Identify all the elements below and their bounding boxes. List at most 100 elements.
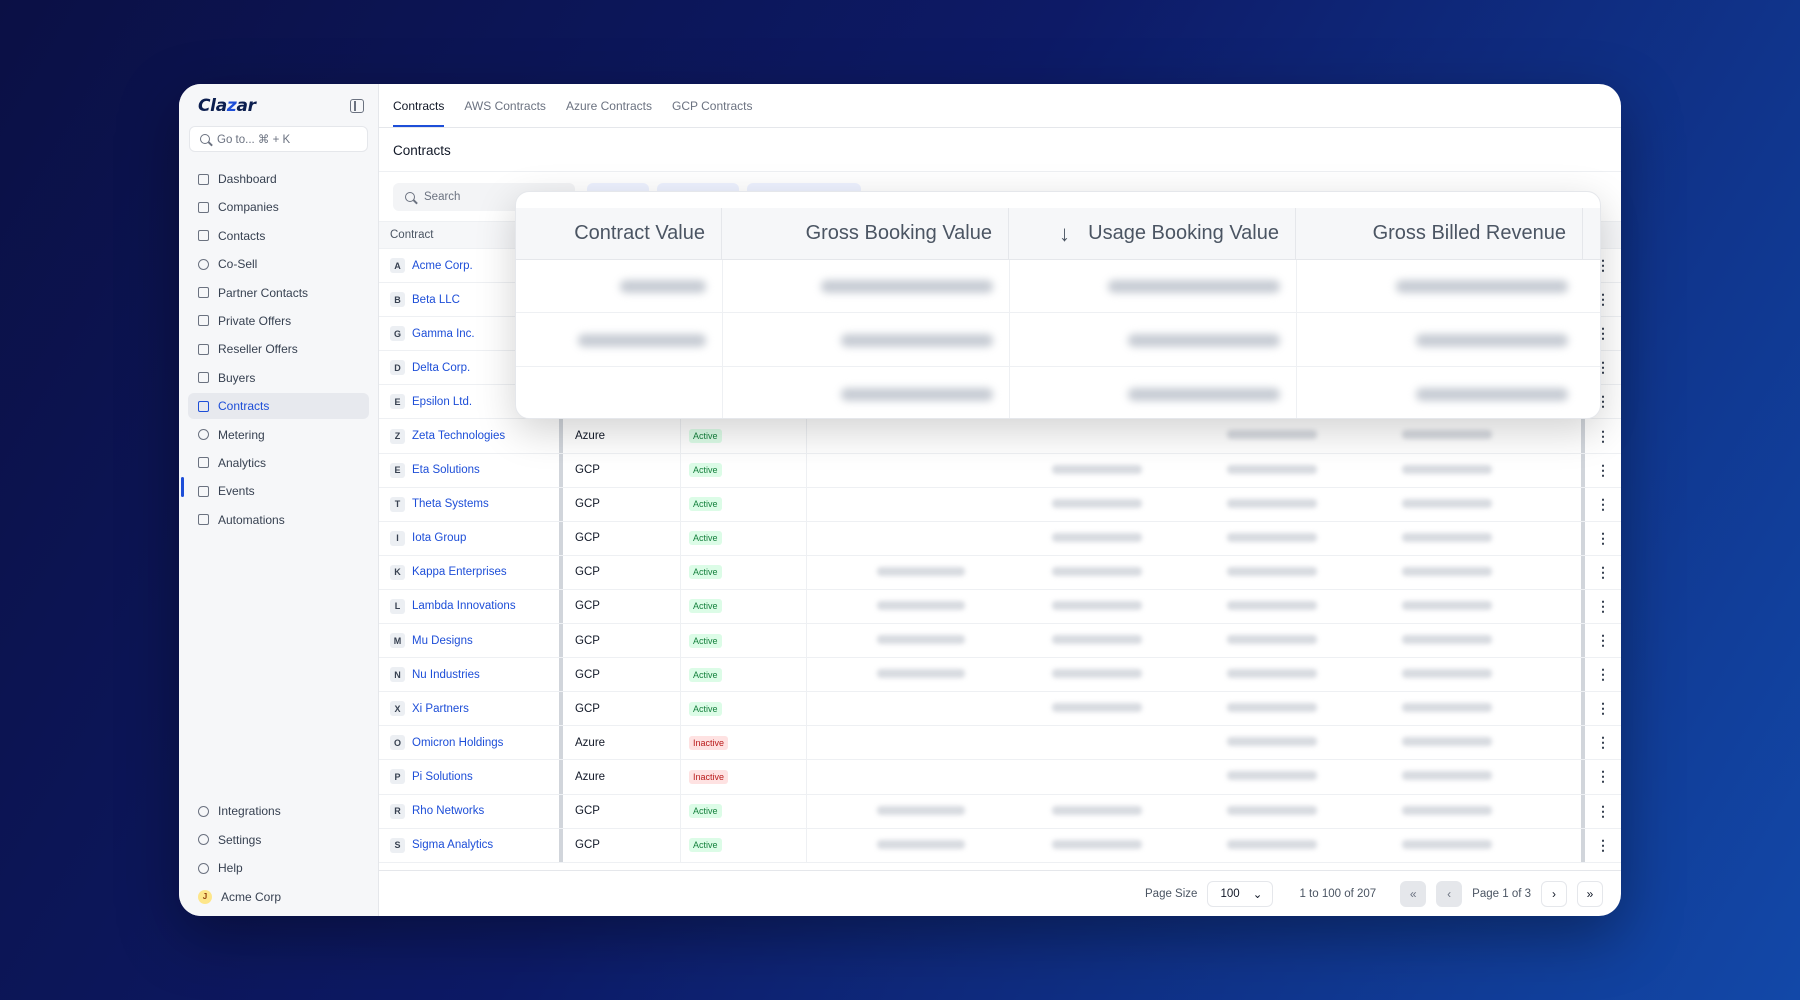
contract-link[interactable]: Delta Corp. — [412, 361, 471, 374]
company-initial: T — [390, 496, 405, 512]
sidebar-item-label: Help — [218, 861, 243, 876]
sidebar-bottom-nav: Integrations Settings Help — [179, 798, 378, 881]
column-header-contract[interactable]: Contract — [390, 229, 434, 241]
row-menu-button[interactable]: ⋮ — [1581, 828, 1621, 862]
contract-link[interactable]: Xi Partners — [412, 702, 469, 715]
tab-azure-contracts[interactable]: Azure Contracts — [565, 99, 652, 113]
first-page-button[interactable]: « — [1400, 880, 1427, 907]
last-page-button[interactable]: » — [1577, 880, 1603, 907]
contract-link[interactable]: Zeta Technologies — [412, 430, 506, 443]
more-vertical-icon: ⋮ — [1596, 427, 1610, 444]
status-cell: Active — [681, 794, 807, 828]
sidebar-item-help[interactable]: Help — [188, 855, 369, 881]
sidebar-item-private-offers[interactable]: Private Offers — [188, 308, 369, 334]
table-row[interactable]: R Rho Networks GCP Active ⋮ — [379, 794, 1621, 829]
table-row[interactable]: K Kappa Enterprises GCP Active ⋮ — [379, 555, 1621, 590]
table-row[interactable]: N Nu Industries GCP Active ⋮ — [379, 658, 1621, 693]
contract-link[interactable]: Iota Group — [412, 532, 467, 545]
double-chevron-left-icon: « — [1409, 886, 1417, 901]
contract-link[interactable]: Nu Industries — [412, 668, 480, 681]
logo[interactable]: Clazar — [198, 96, 256, 116]
contract-link[interactable]: Acme Corp. — [412, 259, 473, 272]
table-row[interactable]: E Eta Solutions GCP Active ⋮ — [379, 453, 1621, 488]
row-menu-button[interactable]: ⋮ — [1581, 692, 1621, 726]
row-menu-button[interactable]: ⋮ — [1581, 760, 1621, 794]
tab-gcp-contracts[interactable]: GCP Contracts — [671, 99, 753, 113]
contract-link[interactable]: Beta LLC — [412, 293, 460, 306]
sidebar-item-label: Contracts — [218, 399, 270, 414]
page-size-select[interactable]: 100 ⌄ — [1207, 880, 1274, 907]
row-menu-button[interactable]: ⋮ — [1581, 658, 1621, 692]
table-row[interactable]: Z Zeta Technologies Azure Active ⋮ — [379, 419, 1621, 454]
sidebar-item-contracts[interactable]: Contracts — [188, 393, 369, 420]
table-row[interactable]: X Xi Partners GCP Active ⋮ — [379, 692, 1621, 727]
sidebar-item-analytics[interactable]: Analytics — [188, 450, 369, 476]
tab-contracts[interactable]: Contracts — [393, 99, 445, 127]
sidebar-item-companies[interactable]: Companies — [188, 194, 369, 220]
row-menu-button[interactable]: ⋮ — [1581, 453, 1621, 487]
table-row[interactable]: M Mu Designs GCP Active ⋮ — [379, 624, 1621, 659]
status-badge: Active — [689, 599, 722, 614]
more-vertical-icon: ⋮ — [1596, 597, 1610, 614]
row-menu-button[interactable]: ⋮ — [1581, 589, 1621, 624]
sidebar-item-dashboard[interactable]: Dashboard — [188, 166, 369, 192]
sidebar-item-integrations[interactable]: Integrations — [188, 798, 369, 824]
contract-link[interactable]: Sigma Analytics — [412, 839, 494, 852]
row-menu-button[interactable]: ⋮ — [1581, 555, 1621, 589]
contract-link[interactable]: Epsilon Ltd. — [412, 395, 473, 408]
table-row[interactable]: P Pi Solutions Azure Inactive ⋮ — [379, 760, 1621, 795]
table-row[interactable]: L Lambda Innovations GCP Active ⋮ — [379, 589, 1621, 625]
contract-link[interactable]: Theta Systems — [412, 498, 489, 511]
more-vertical-icon: ⋮ — [1596, 768, 1610, 785]
account-switcher[interactable]: J Acme Corp — [188, 884, 369, 910]
contract-link[interactable]: Gamma Inc. — [412, 327, 475, 340]
row-menu-button[interactable]: ⋮ — [1581, 794, 1621, 828]
more-vertical-icon: ⋮ — [1596, 529, 1610, 546]
collapse-sidebar-icon[interactable] — [350, 99, 364, 113]
contract-link[interactable]: Mu Designs — [412, 634, 473, 647]
sidebar-item-events[interactable]: Events — [188, 478, 369, 504]
sidebar-item-settings[interactable]: Settings — [188, 827, 369, 853]
sidebar-item-metering[interactable]: Metering — [188, 422, 369, 448]
contract-link[interactable]: Eta Solutions — [412, 464, 480, 477]
goto-search-input[interactable]: Go to... ⌘ + K — [189, 126, 368, 152]
column-header-gross-booking-value[interactable]: Gross Booking Value — [722, 208, 1009, 259]
plug-icon — [198, 805, 209, 817]
sidebar-item-partner-contacts[interactable]: Partner Contacts — [188, 280, 369, 306]
column-header-contract-value[interactable]: Contract Value — [516, 208, 722, 259]
table-row[interactable]: T Theta Systems GCP Active ⋮ — [379, 487, 1621, 522]
sidebar-item-contacts[interactable]: Contacts — [188, 223, 369, 249]
chart-icon — [198, 457, 209, 469]
table-row[interactable]: I Iota Group GCP Active ⋮ — [379, 521, 1621, 556]
contract-link[interactable]: Kappa Enterprises — [412, 566, 507, 579]
contract-link[interactable]: Pi Solutions — [412, 770, 473, 783]
tab-aws-contracts[interactable]: AWS Contracts — [464, 99, 546, 113]
contract-link[interactable]: Omicron Holdings — [412, 736, 504, 749]
row-menu-button[interactable]: ⋮ — [1581, 726, 1621, 760]
sidebar-item-reseller-offers[interactable]: Reseller Offers — [188, 336, 369, 362]
cloud-cell: Azure — [563, 419, 681, 453]
table-row[interactable]: S Sigma Analytics GCP Active ⋮ — [379, 828, 1621, 863]
status-cell: Active — [681, 419, 807, 453]
contract-link[interactable]: Rho Networks — [412, 805, 485, 818]
next-page-button[interactable]: › — [1541, 880, 1567, 907]
sidebar-item-automations[interactable]: Automations — [188, 507, 369, 533]
prev-page-button[interactable]: ‹ — [1436, 880, 1463, 907]
redacted-values — [807, 692, 1581, 725]
sidebar-item-buyers[interactable]: Buyers — [188, 365, 369, 391]
row-menu-button[interactable]: ⋮ — [1581, 624, 1621, 658]
table-row[interactable]: O Omicron Holdings Azure Inactive ⋮ — [379, 726, 1621, 761]
pagination-bar: Page Size 100 ⌄ 1 to 100 of 207 « ‹ Page… — [379, 870, 1621, 916]
status-badge: Active — [689, 667, 722, 682]
sidebar-item-co-sell[interactable]: Co-Sell — [188, 251, 369, 277]
column-header-usage-booking-value[interactable]: ↓ Usage Booking Value — [1009, 208, 1296, 259]
row-menu-button[interactable]: ⋮ — [1581, 419, 1621, 453]
company-initial: R — [390, 803, 405, 819]
contract-cell: E Eta Solutions — [379, 453, 563, 487]
row-menu-button[interactable]: ⋮ — [1581, 487, 1621, 521]
column-header-gross-billed-revenue[interactable]: Gross Billed Revenue — [1296, 208, 1583, 259]
cloud-cell: GCP — [563, 589, 681, 624]
chevron-right-icon: › — [1552, 886, 1556, 901]
contract-link[interactable]: Lambda Innovations — [412, 600, 516, 613]
row-menu-button[interactable]: ⋮ — [1581, 521, 1621, 555]
